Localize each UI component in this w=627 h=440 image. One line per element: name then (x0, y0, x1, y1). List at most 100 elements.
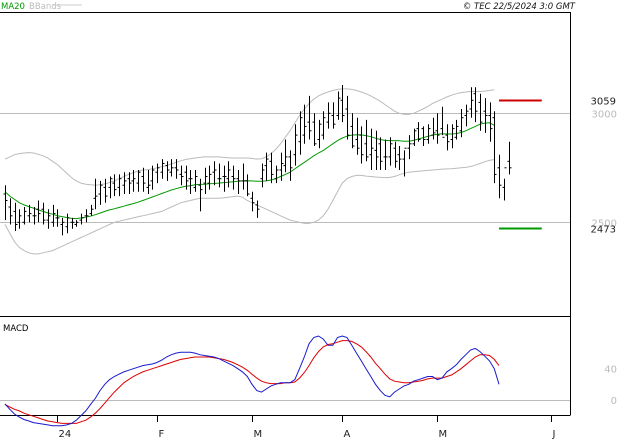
ohlc-bar (165, 161, 170, 181)
ohlc-bar (473, 87, 478, 123)
ohlc-bar (212, 161, 217, 186)
ohlc-bar (122, 172, 127, 194)
macd-y-tick-label: 0 (611, 396, 617, 407)
ohlc-bar (141, 167, 146, 192)
ohlc-bar (459, 109, 464, 138)
ohlc-bar (127, 172, 132, 194)
ohlc-bar (388, 137, 393, 166)
chart-frame (0, 12, 571, 416)
ohlc-bar (293, 124, 298, 166)
ohlc-bar (3, 185, 8, 221)
ohlc-bar (207, 165, 212, 190)
ohlc-bar (84, 209, 89, 223)
ohlc-bar (374, 130, 379, 170)
ohlc-bar (60, 217, 65, 236)
ohlc-bar (179, 165, 184, 186)
ohlc-bar (255, 200, 260, 218)
ohlc-series (3, 85, 512, 236)
ohlc-bar (435, 113, 440, 144)
ohlc-bar (36, 200, 41, 223)
ohlc-bar (407, 135, 412, 160)
ohlc-bar (307, 95, 312, 140)
ohlc-bar (203, 167, 208, 194)
ohlc-bar (488, 102, 493, 142)
ohlc-bar (469, 87, 474, 118)
ohlc-bar (326, 102, 331, 129)
ohlc-bar (117, 174, 122, 197)
ohlc-bar (336, 91, 341, 120)
ohlc-bar (70, 217, 75, 229)
macd-y-axis: 40 0 (604, 365, 617, 407)
ohlc-bar (345, 95, 350, 140)
ohlc-bar (27, 204, 32, 223)
ohlc-bar (236, 170, 241, 194)
ohlc-bar (364, 119, 369, 162)
ohlc-bar (55, 209, 60, 227)
ohlc-bar (383, 139, 388, 170)
ohlc-bar (160, 159, 165, 179)
ohlc-bar (217, 163, 222, 188)
time-axis-label: M (439, 429, 448, 440)
ohlc-bar (226, 161, 231, 188)
ohlc-bar (155, 163, 160, 184)
ohlc-bar (169, 159, 174, 177)
ohlc-bar (431, 117, 436, 140)
price-levels: 3059 2473 (499, 97, 616, 236)
ohlc-bar (184, 165, 189, 190)
ohlc-bar (260, 163, 265, 188)
time-axis-label: A (344, 429, 351, 440)
ohlc-bar (312, 113, 317, 146)
ohlc-bar (440, 106, 445, 138)
ohlc-bar (146, 170, 151, 194)
ohlc-bar (198, 178, 203, 212)
ohlc-bar (288, 150, 293, 181)
legend-ma20: MA20 (1, 2, 25, 12)
ohlc-bar (112, 174, 117, 197)
price-y-axis: 3000 2500 (592, 109, 617, 229)
signal-line (4, 340, 500, 424)
ohlc-bar (421, 126, 426, 146)
ohlc-bar (41, 202, 46, 225)
ohlc-bar (450, 124, 455, 149)
bollinger-bands (4, 88, 495, 255)
ohlc-bar (13, 202, 18, 231)
ohlc-bar (454, 119, 459, 140)
ohlc-bar (22, 207, 27, 225)
ohlc-bar (17, 209, 22, 229)
ohlc-bar (355, 117, 360, 155)
ohlc-bar (302, 104, 307, 144)
macd-series (4, 335, 500, 427)
ohlc-bar (250, 191, 255, 212)
ohlc-bar (402, 147, 407, 177)
ohlc-bar (188, 170, 193, 194)
ohlc-bar (89, 204, 94, 216)
ohlc-bar (369, 128, 374, 170)
ohlc-bar (321, 111, 326, 140)
ohlc-bar (241, 163, 246, 190)
ohlc-bar (264, 152, 269, 181)
ohlc-bar (497, 154, 502, 199)
ohlc-bar (492, 111, 497, 184)
support-level-label: 2473 (591, 225, 616, 236)
ohlc-bar (331, 102, 336, 129)
ohlc-bar (445, 124, 450, 151)
ohlc-bar (350, 113, 355, 149)
ohlc-bar (426, 124, 431, 144)
ohlc-bar (245, 174, 250, 197)
macd-line (4, 335, 500, 427)
time-axis-label: J (552, 429, 556, 440)
ohlc-bar (298, 111, 303, 155)
ohlc-bar (378, 137, 383, 170)
ohlc-bar (136, 170, 141, 192)
ohlc-bar (359, 126, 364, 164)
ohlc-bar (269, 152, 274, 184)
ohlc-bar (98, 180, 103, 205)
ohlc-bar (65, 213, 70, 234)
ohlc-bar (93, 178, 98, 210)
ohlc-bar (340, 85, 345, 123)
ohlc-bar (416, 122, 421, 142)
price-y-tick-label: 2500 (592, 218, 617, 229)
ohlc-bar (279, 152, 284, 181)
ohlc-bar (478, 93, 483, 131)
